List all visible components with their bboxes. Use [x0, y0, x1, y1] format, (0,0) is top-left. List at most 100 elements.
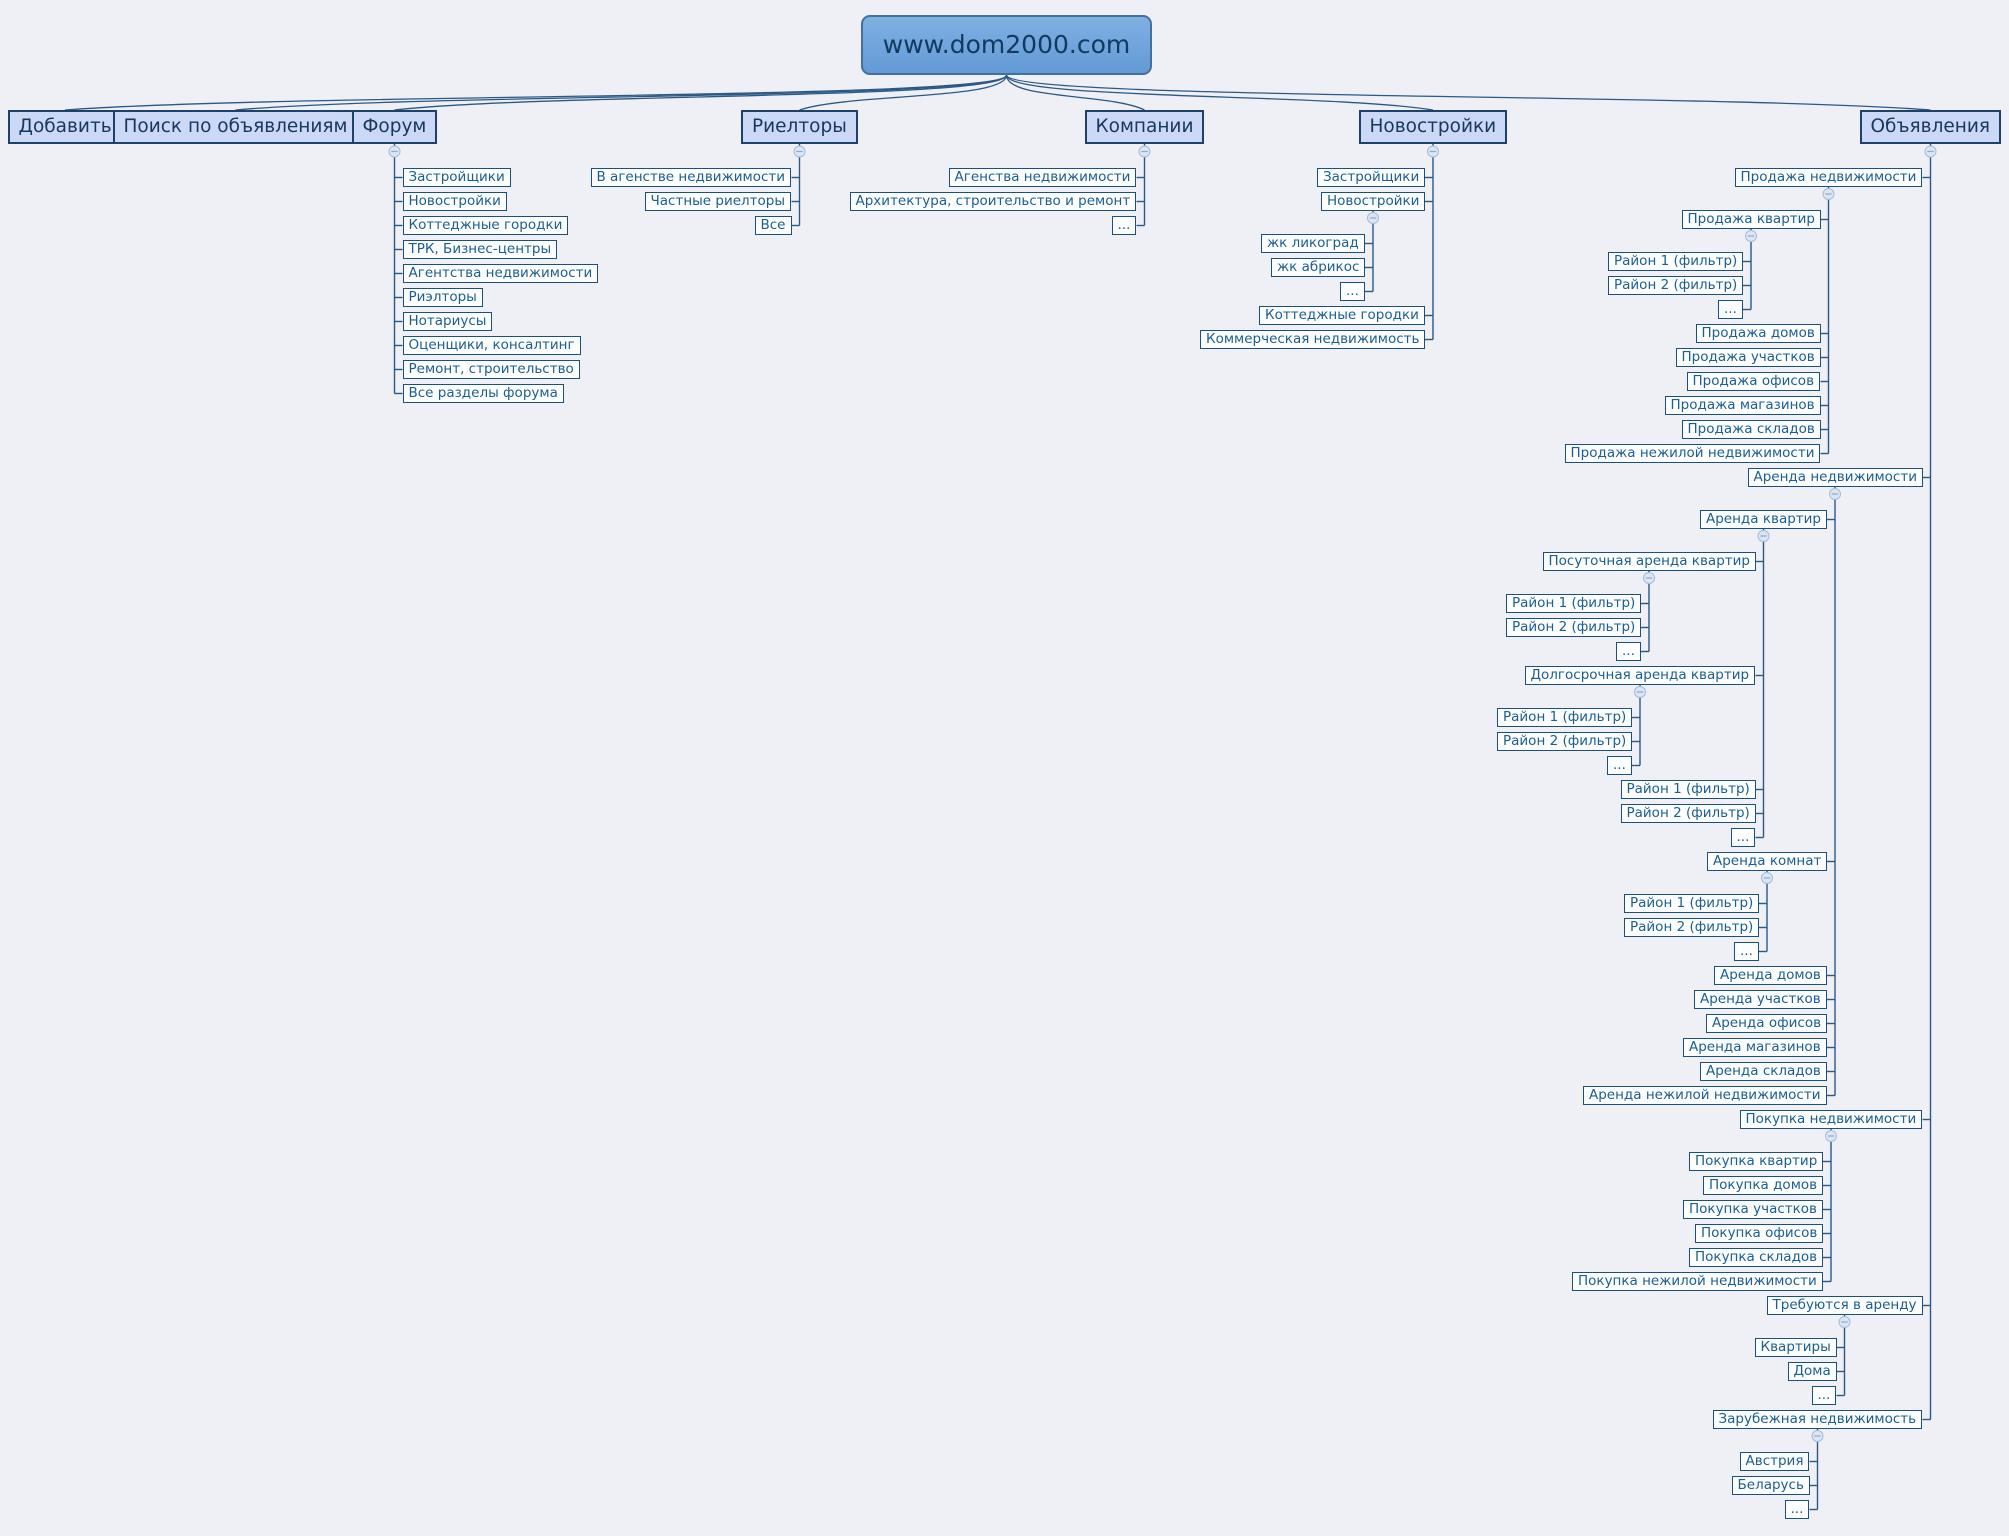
tree-node[interactable]: ... — [1607, 756, 1632, 775]
tree-node[interactable]: ... — [1111, 216, 1137, 235]
root-node[interactable]: www.dom2000.com — [861, 15, 1152, 75]
tree-node[interactable]: Район 1 (фильтр) — [1497, 708, 1633, 727]
tree-node-level1[interactable]: Объявления — [1859, 110, 2002, 144]
tree-node[interactable]: Аренда нежилой недвижимости — [1583, 1086, 1827, 1105]
root-branch-curve — [799, 74, 1008, 111]
tree-node[interactable]: жк абрикос — [1271, 258, 1366, 277]
tree-node[interactable]: Продажа недвижимости — [1734, 168, 1923, 187]
root-branch-curve — [1005, 74, 1931, 111]
collapse-toggle[interactable] — [388, 145, 401, 158]
tree-node[interactable]: Продажа магазинов — [1664, 396, 1821, 415]
collapse-toggle[interactable] — [1811, 1430, 1824, 1442]
tree-node[interactable]: Продажа домов — [1695, 324, 1821, 343]
tree-node[interactable]: Частные риелторы — [644, 192, 792, 211]
tree-node-level1[interactable]: Добавить — [7, 110, 123, 144]
tree-node[interactable]: Аренда квартир — [1700, 510, 1827, 529]
tree-node[interactable]: Аренда комнат — [1707, 852, 1828, 871]
tree-node[interactable]: Нотариусы — [402, 312, 493, 331]
tree-node-level1[interactable]: Поиск по объявлениям — [112, 110, 359, 144]
tree-node[interactable]: Район 2 (фильтр) — [1506, 618, 1642, 637]
tree-node[interactable]: Покупка квартир — [1689, 1152, 1824, 1171]
tree-node[interactable]: Район 1 (фильтр) — [1624, 894, 1760, 913]
tree-node[interactable]: Новостройки — [402, 192, 507, 211]
collapse-toggle[interactable] — [1757, 530, 1770, 542]
collapse-toggle[interactable] — [1825, 1130, 1837, 1142]
tree-node[interactable]: Покупка нежилой недвижимости — [1572, 1272, 1823, 1291]
tree-node[interactable]: Район 1 (фильтр) — [1506, 594, 1642, 613]
tree-node[interactable]: ... — [1730, 828, 1756, 847]
tree-node[interactable]: Агентства недвижимости — [402, 264, 599, 283]
collapse-toggle[interactable] — [1745, 230, 1757, 242]
tree-node[interactable]: Все — [754, 216, 792, 235]
tree-node[interactable]: Район 2 (фильтр) — [1497, 732, 1633, 751]
tree-node[interactable]: Требуются в аренду — [1766, 1296, 1923, 1315]
collapse-toggle[interactable] — [1367, 212, 1379, 224]
root-branch-curve — [64, 74, 1008, 111]
tree-node[interactable]: Дома — [1787, 1362, 1837, 1381]
tree-node[interactable]: Район 2 (фильтр) — [1608, 276, 1744, 295]
tree-node-level1[interactable]: Компании — [1084, 110, 1205, 144]
tree-node[interactable]: Все разделы форума — [402, 384, 564, 403]
tree-node[interactable]: Застройщики — [1317, 168, 1426, 187]
tree-node[interactable]: жк ликоград — [1261, 234, 1365, 253]
tree-node[interactable]: В агенстве недвижимости — [590, 168, 792, 187]
tree-node[interactable]: Район 1 (фильтр) — [1620, 780, 1756, 799]
tree-node[interactable]: Покупка офисов — [1695, 1224, 1824, 1243]
collapse-toggle[interactable] — [793, 145, 806, 158]
tree-node-level1[interactable]: Новостройки — [1358, 110, 1508, 144]
tree-node[interactable]: Продажа участков — [1675, 348, 1821, 367]
tree-node[interactable]: Аренда домов — [1714, 966, 1827, 985]
tree-node[interactable]: Ремонт, строительство — [402, 360, 580, 379]
tree-node[interactable]: Коммерческая недвижимость — [1200, 330, 1426, 349]
tree-node[interactable]: Коттеджные городки — [1259, 306, 1425, 325]
tree-node[interactable]: ... — [1616, 642, 1641, 661]
tree-node[interactable]: Агенства недвижимости — [948, 168, 1137, 187]
tree-node[interactable]: Аренда офисов — [1706, 1014, 1828, 1033]
tree-node[interactable]: ... — [1784, 1500, 1810, 1519]
collapse-toggle[interactable] — [1643, 572, 1655, 584]
tree-node[interactable]: Квартиры — [1754, 1338, 1837, 1357]
tree-node[interactable]: ТРК, Бизнес-центры — [402, 240, 558, 259]
tree-node[interactable]: Покупка домов — [1703, 1176, 1824, 1195]
collapse-toggle[interactable] — [1427, 145, 1439, 158]
tree-node[interactable]: ... — [1340, 282, 1365, 301]
collapse-toggle[interactable] — [1924, 145, 1937, 158]
tree-node[interactable]: Аренда магазинов — [1683, 1038, 1827, 1057]
tree-node-level1[interactable]: Форум — [351, 110, 438, 144]
tree-node[interactable]: Аренда недвижимости — [1747, 468, 1923, 487]
tree-node[interactable]: Зарубежная недвижимость — [1712, 1410, 1923, 1429]
collapse-toggle[interactable] — [1822, 188, 1835, 200]
tree-node[interactable]: Район 2 (фильтр) — [1624, 918, 1760, 937]
tree-node[interactable]: Долгосрочная аренда квартир — [1524, 666, 1756, 685]
tree-node[interactable]: Застройщики — [402, 168, 511, 187]
tree-node[interactable]: Аренда участков — [1694, 990, 1827, 1009]
tree-node[interactable]: Покупка недвижимости — [1739, 1110, 1923, 1129]
tree-node[interactable]: Продажа складов — [1681, 420, 1821, 439]
tree-node[interactable]: Продажа офисов — [1686, 372, 1821, 391]
tree-node[interactable]: Продажа нежилой недвижимости — [1564, 444, 1821, 463]
tree-node[interactable]: ... — [1718, 300, 1743, 319]
collapse-toggle[interactable] — [1829, 488, 1841, 500]
tree-node[interactable]: Оценщики, консалтинг — [402, 336, 581, 355]
collapse-toggle[interactable] — [1138, 145, 1151, 158]
tree-node-level1[interactable]: Риелторы — [741, 110, 858, 144]
tree-node[interactable]: Австрия — [1739, 1452, 1810, 1471]
tree-node[interactable]: Район 1 (фильтр) — [1608, 252, 1744, 271]
tree-node[interactable]: Покупка складов — [1689, 1248, 1824, 1267]
tree-node[interactable]: Коттеджные городки — [402, 216, 569, 235]
tree-node[interactable]: Новостройки — [1321, 192, 1426, 211]
tree-node[interactable]: Посуточная аренда квартир — [1542, 552, 1756, 571]
tree-node[interactable]: Риэлторы — [402, 288, 483, 307]
tree-node[interactable]: Аренда складов — [1700, 1062, 1827, 1081]
tree-node[interactable]: ... — [1734, 942, 1759, 961]
tree-node[interactable]: ... — [1811, 1386, 1837, 1405]
tree-node[interactable]: Покупка участков — [1683, 1200, 1823, 1219]
tree-node[interactable]: Беларусь — [1731, 1476, 1810, 1495]
tree-node[interactable]: Продажа квартир — [1681, 210, 1821, 229]
collapse-toggle[interactable] — [1838, 1316, 1851, 1328]
tree-node[interactable]: Район 2 (фильтр) — [1620, 804, 1756, 823]
collapse-toggle[interactable] — [1634, 686, 1646, 698]
tree-node[interactable]: Архитектура, строительство и ремонт — [849, 192, 1137, 211]
collapse-toggle[interactable] — [1761, 872, 1773, 884]
